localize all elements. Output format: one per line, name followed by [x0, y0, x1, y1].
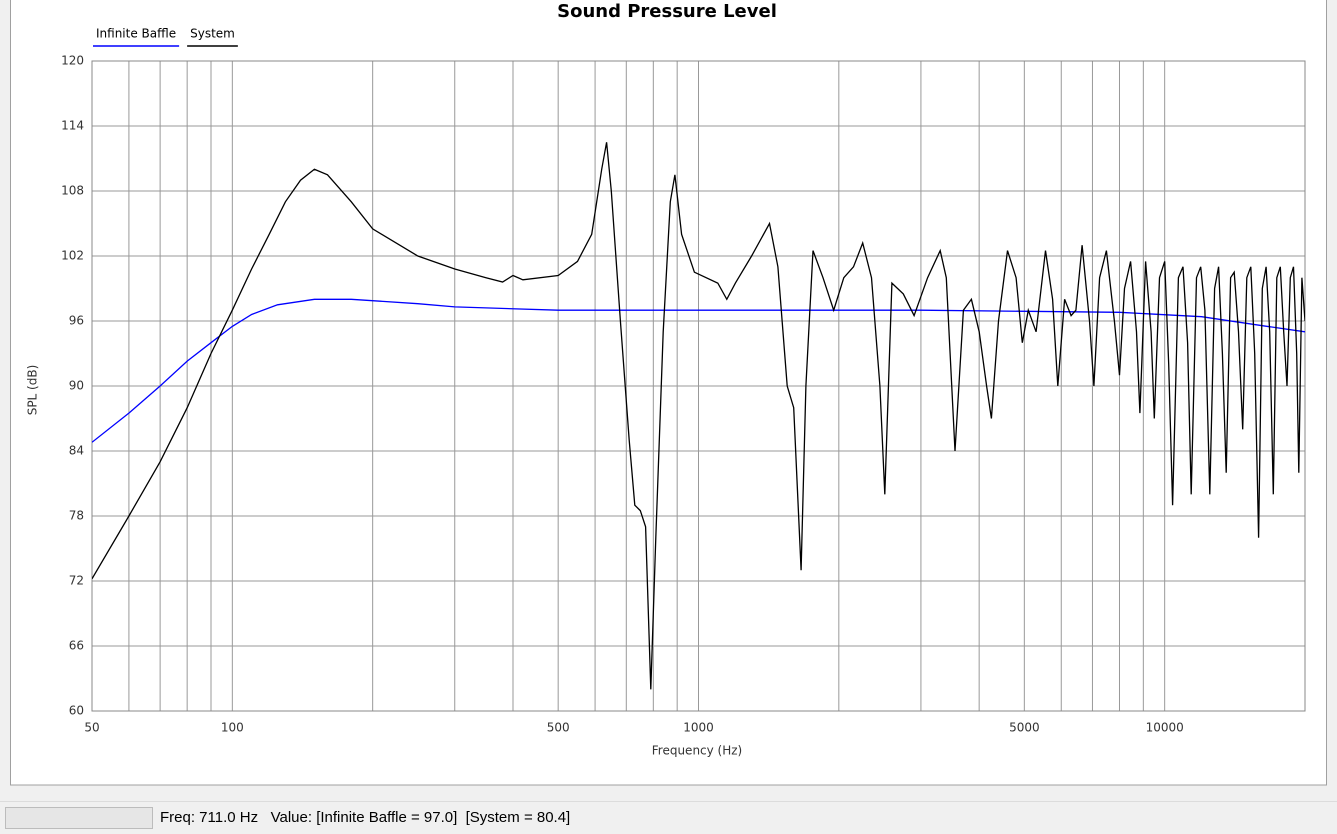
x-tick-label: 50	[84, 721, 99, 735]
y-tick-label: 90	[69, 379, 84, 393]
x-tick-label: 10000	[1146, 721, 1184, 735]
status-bar: Freq: 711.0 Hz Value: [Infinite Baffle =…	[0, 801, 1337, 834]
y-tick-label: 60	[69, 704, 84, 718]
x-tick-label: 500	[547, 721, 570, 735]
chart-title: Sound Pressure Level	[557, 1, 777, 22]
x-tick-label: 1000	[683, 721, 714, 735]
chart: Sound Pressure Level Frequency (Hz) SPL …	[10, 0, 1327, 786]
series-line	[92, 142, 1305, 690]
y-tick-label: 78	[69, 509, 84, 523]
y-tick-label: 84	[69, 444, 84, 458]
y-tick-label: 120	[61, 54, 84, 68]
y-tick-label: 96	[69, 314, 84, 328]
x-axis-label: Frequency (Hz)	[652, 744, 743, 758]
y-tick-label: 72	[69, 574, 84, 588]
legend-label: Infinite Baffle	[96, 27, 176, 41]
x-tick-label: 5000	[1009, 721, 1040, 735]
status-text: Freq: 711.0 Hz Value: [Infinite Baffle =…	[160, 809, 571, 826]
y-tick-label: 108	[61, 184, 84, 198]
y-tick-label: 102	[61, 249, 84, 263]
y-tick-label: 66	[69, 639, 84, 653]
series-line	[92, 298, 1305, 443]
plot-frame	[91, 60, 1306, 712]
legend-label: System	[190, 27, 235, 41]
x-tick-label: 100	[221, 721, 244, 735]
progress-bar	[5, 807, 153, 829]
y-tick-label: 114	[61, 119, 84, 133]
y-axis-label: SPL (dB)	[26, 365, 40, 416]
chart-panel	[10, 0, 1327, 786]
